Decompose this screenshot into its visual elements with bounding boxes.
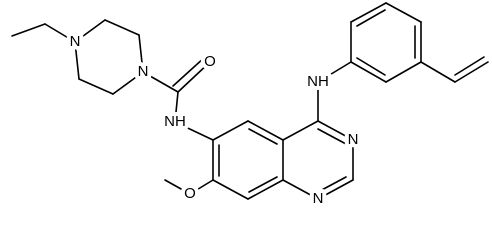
- atom-label: O: [184, 185, 196, 202]
- double-bond: [248, 128, 278, 145]
- bond: [11, 23, 46, 37]
- bond: [104, 19, 140, 36]
- atom-labels: N N O NH NH N N O: [66, 29, 363, 211]
- bond: [174, 91, 179, 123]
- double-bond: [172, 56, 206, 87]
- bond: [138, 34, 144, 73]
- bonds: [11, 2, 489, 200]
- bond: [44, 23, 76, 43]
- atom-label: N: [138, 63, 149, 80]
- bond: [350, 61, 387, 83]
- bond: [282, 179, 319, 200]
- bond: [174, 121, 214, 141]
- bond: [317, 61, 352, 83]
- atom-label: N: [313, 190, 324, 207]
- bond: [454, 61, 489, 83]
- bond: [189, 179, 214, 195]
- bond: [78, 78, 114, 95]
- bond: [74, 41, 80, 80]
- atom-label: NH: [307, 73, 329, 90]
- atom-label: N: [348, 131, 359, 148]
- bond: [385, 61, 422, 83]
- bond: [142, 71, 179, 93]
- double-bond: [356, 9, 386, 27]
- atom-label: NH: [164, 113, 186, 130]
- bond: [112, 71, 144, 95]
- double-bond: [248, 176, 278, 193]
- atom-label: O: [204, 53, 216, 70]
- double-bond: [356, 57, 386, 76]
- bond: [420, 61, 456, 83]
- bond: [177, 61, 211, 93]
- bond: [74, 19, 106, 43]
- bond: [317, 120, 354, 141]
- bond: [164, 179, 191, 195]
- bond: [350, 2, 387, 23]
- page: {"atoms": [ {"label": "N"}, {"label": "N…: [11, 2, 489, 211]
- bond: [212, 120, 249, 141]
- bond: [317, 179, 354, 200]
- bond: [212, 179, 249, 200]
- structure-diagram: N N O NH NH N N O: [11, 2, 489, 211]
- double-bond: [317, 176, 347, 193]
- bond: [247, 179, 284, 200]
- atom-label: N: [70, 33, 81, 50]
- bond: [247, 120, 284, 141]
- double-bond: [454, 56, 485, 76]
- double-bond: [317, 128, 347, 145]
- bond: [385, 2, 422, 23]
- bond: [282, 120, 319, 141]
